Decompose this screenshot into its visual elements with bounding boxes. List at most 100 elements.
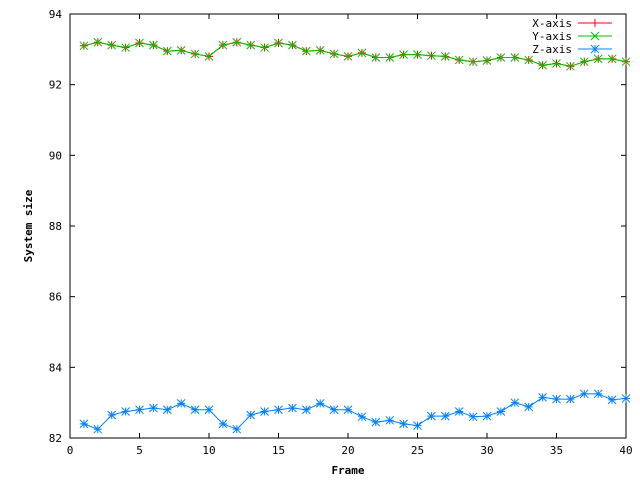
- data-point-y-axis: [593, 54, 603, 64]
- data-point-z-axis: [121, 407, 130, 416]
- data-point-y-axis: [176, 46, 186, 55]
- legend-label: Y-axis: [532, 30, 572, 43]
- data-point-z-axis: [274, 405, 283, 415]
- y-tick-label: 88: [49, 220, 62, 233]
- data-point-z-axis: [371, 417, 381, 427]
- data-point-z-axis: [176, 399, 186, 408]
- series-y-axis: [79, 37, 631, 71]
- data-point-y-axis: [579, 57, 589, 67]
- legend-label: X-axis: [532, 17, 572, 30]
- legend-item-y-axis: Y-axis: [532, 30, 612, 43]
- x-tick-label: 10: [202, 444, 215, 457]
- data-point-z-axis: [162, 405, 172, 415]
- x-tick-label: 30: [480, 444, 493, 457]
- data-point-z-axis: [301, 405, 311, 415]
- data-point-y-axis: [274, 38, 283, 48]
- data-point-z-axis: [468, 412, 478, 422]
- data-point-y-axis: [343, 52, 353, 61]
- data-point-y-axis: [440, 52, 450, 61]
- data-point-z-axis: [107, 410, 117, 420]
- data-point-z-axis: [440, 411, 450, 421]
- data-point-z-axis: [482, 411, 492, 421]
- data-point-z-axis: [524, 402, 534, 412]
- axes: 0 5 10 15 20 25 30 35 40 82 84 86 88 90 92 94: [49, 8, 633, 457]
- data-point-y-axis: [260, 43, 269, 52]
- data-point-z-axis: [232, 424, 242, 434]
- x-tick-label: 35: [550, 444, 563, 457]
- y-tick-label: 82: [49, 432, 62, 445]
- data-point-y-axis: [329, 49, 339, 59]
- plot-frame: [69, 13, 627, 439]
- data-point-y-axis: [552, 59, 561, 68]
- data-point-y-axis: [232, 37, 242, 47]
- data-point-y-axis: [79, 41, 89, 51]
- data-point-y-axis: [135, 38, 144, 48]
- data-point-z-axis: [593, 389, 603, 399]
- data-point-z-axis: [566, 394, 575, 404]
- data-point-y-axis: [93, 37, 103, 47]
- data-point-y-axis: [190, 49, 200, 59]
- data-point-y-axis: [204, 52, 214, 61]
- data-point-y-axis: [510, 53, 520, 62]
- data-point-z-axis: [315, 399, 325, 408]
- legend-item-x-axis: X-axis: [532, 17, 612, 30]
- data-point-y-axis: [385, 53, 395, 62]
- data-point-z-axis: [552, 394, 561, 404]
- data-point-z-axis: [288, 403, 297, 413]
- legend-marker: [590, 44, 600, 54]
- data-point-z-axis: [413, 421, 422, 430]
- y-tick-label: 84: [49, 361, 63, 374]
- data-point-y-axis: [413, 50, 422, 59]
- data-point-y-axis: [538, 60, 547, 70]
- legend-label: Z-axis: [532, 43, 572, 56]
- data-point-z-axis: [260, 407, 269, 416]
- series-line-y-axis: [83, 41, 627, 67]
- x-tick-label: 0: [67, 444, 74, 457]
- data-point-z-axis: [399, 419, 408, 429]
- data-point-z-axis: [79, 419, 89, 429]
- x-tick-label: 20: [341, 444, 354, 457]
- data-point-z-axis: [538, 393, 547, 402]
- data-point-y-axis: [121, 43, 130, 52]
- data-point-y-axis: [621, 57, 631, 67]
- data-point-z-axis: [427, 411, 436, 421]
- data-point-y-axis: [496, 53, 506, 62]
- data-point-y-axis: [246, 40, 256, 50]
- data-point-z-axis: [454, 407, 464, 416]
- data-point-y-axis: [149, 40, 158, 50]
- series-z-axis: [79, 389, 631, 434]
- data-point-y-axis: [427, 51, 436, 61]
- x-tick-label: 15: [272, 444, 285, 457]
- y-tick-label: 86: [49, 291, 62, 304]
- legend-item-z-axis: Z-axis: [532, 43, 612, 56]
- data-point-z-axis: [190, 405, 200, 415]
- data-point-y-axis: [218, 40, 228, 50]
- y-tick-label: 94: [49, 8, 63, 21]
- x-tick-label: 25: [411, 444, 424, 457]
- y-axis-label: System size: [22, 189, 35, 262]
- legend-marker: [591, 19, 599, 27]
- x-tick-label: 40: [619, 444, 632, 457]
- data-point-y-axis: [371, 53, 381, 62]
- data-point-z-axis: [204, 405, 214, 415]
- data-point-z-axis: [496, 407, 506, 416]
- data-point-y-axis: [107, 40, 117, 50]
- data-point-z-axis: [343, 405, 353, 415]
- legend-marker: [590, 31, 600, 41]
- data-point-y-axis: [162, 46, 172, 56]
- y-tick-label: 92: [49, 79, 62, 92]
- data-point-z-axis: [218, 419, 228, 429]
- data-point-z-axis: [385, 415, 395, 425]
- data-point-z-axis: [579, 389, 589, 399]
- data-point-z-axis: [149, 403, 158, 413]
- data-point-z-axis: [621, 394, 631, 403]
- data-point-y-axis: [288, 40, 297, 50]
- data-point-y-axis: [468, 57, 478, 67]
- series-line-z-axis: [83, 393, 627, 430]
- data-point-z-axis: [329, 405, 339, 415]
- data-point-z-axis: [357, 412, 367, 422]
- y-tick-label: 90: [49, 149, 62, 162]
- data-point-y-axis: [607, 54, 617, 64]
- x-axis-label: Frame: [331, 464, 364, 477]
